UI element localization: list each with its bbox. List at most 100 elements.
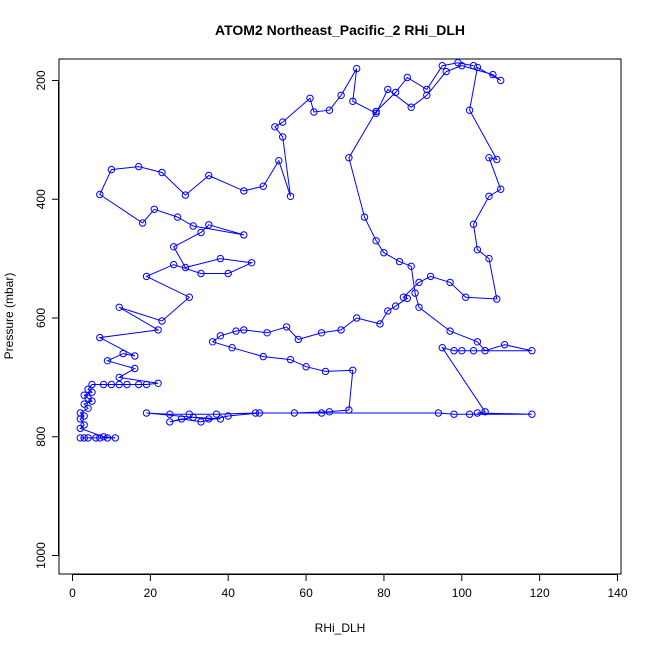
data-point [325, 408, 334, 416]
data-point [135, 380, 143, 389]
data-point [275, 157, 283, 165]
data-point [216, 254, 225, 263]
data-point [142, 380, 151, 389]
data-point [458, 347, 466, 355]
data-point [500, 341, 509, 349]
data-point [170, 260, 178, 269]
data-point [403, 294, 411, 303]
data-point [345, 406, 353, 414]
data-point [384, 307, 392, 315]
data-point [446, 278, 454, 287]
x-axis-label: RHi_DLH [315, 621, 366, 635]
data-point [306, 94, 314, 103]
data-point [135, 162, 143, 171]
data-point [325, 106, 334, 114]
data-point [294, 335, 302, 344]
data-point [426, 272, 435, 281]
data-point [107, 380, 116, 389]
data-point [286, 355, 295, 364]
data-point [131, 352, 139, 360]
data-point [205, 221, 213, 229]
data-point [123, 380, 131, 389]
data-point [170, 243, 178, 251]
data-point [240, 187, 248, 195]
data-point [415, 278, 423, 287]
data-point [528, 347, 536, 355]
data-point [337, 326, 345, 334]
data-point [442, 67, 450, 76]
data-point [99, 433, 108, 441]
data-point [465, 106, 474, 114]
data-point [240, 231, 248, 239]
data-point [391, 302, 400, 310]
data-point [205, 171, 213, 180]
data-point [166, 418, 174, 426]
data-point [353, 64, 361, 73]
data-point [337, 91, 345, 100]
x-tick-label: 120 [530, 586, 550, 600]
data-point [232, 327, 240, 335]
data-point [80, 434, 88, 442]
data-point [473, 338, 482, 346]
data-point [290, 409, 299, 417]
data-point [92, 434, 100, 442]
data-point [462, 293, 470, 301]
data-point [395, 257, 404, 266]
data-point [372, 107, 380, 116]
data-point [84, 385, 92, 393]
data-point [88, 380, 96, 389]
data-point [279, 118, 287, 126]
data-point [259, 352, 267, 361]
data-point [216, 332, 225, 340]
series-layer [76, 59, 536, 442]
x-tick-label: 20 [144, 586, 158, 600]
data-point [99, 380, 108, 389]
data-point [317, 329, 326, 337]
data-point [247, 259, 256, 267]
data-point [391, 88, 400, 97]
data-point [76, 434, 85, 442]
data-point [103, 357, 112, 365]
x-tick-label: 100 [452, 586, 472, 600]
data-point [197, 269, 205, 278]
data-point [84, 434, 92, 442]
data-point [321, 367, 330, 376]
y-tick-label: 800 [34, 426, 48, 446]
data-point [450, 410, 458, 418]
data-point [279, 133, 287, 141]
data-point [96, 190, 104, 199]
data-point [493, 295, 501, 303]
data-point [353, 314, 361, 322]
data-point [473, 63, 482, 72]
data-point [310, 108, 318, 116]
x-tick-label: 40 [222, 586, 236, 600]
data-point [271, 123, 279, 131]
data-point [497, 76, 505, 85]
data-point [528, 410, 536, 418]
data-point [119, 349, 127, 358]
data-point [450, 347, 458, 355]
data-point [111, 434, 120, 442]
y-tick-label: 400 [34, 189, 48, 209]
data-point [103, 434, 112, 442]
data-point [259, 182, 267, 190]
x-tick-label: 80 [377, 586, 391, 600]
data-point [138, 219, 147, 227]
data-point [263, 329, 271, 337]
data-point [205, 415, 213, 423]
data-point [407, 103, 415, 111]
data-point [142, 409, 151, 417]
chart-title: ATOM2 Northeast_Pacific_2 RHi_DLH [215, 22, 465, 38]
data-point [469, 220, 478, 228]
data-point [228, 344, 236, 352]
data-point [454, 59, 462, 67]
data-point [469, 347, 478, 355]
data-point [154, 326, 162, 334]
data-point [158, 168, 166, 177]
data-point [423, 85, 431, 94]
data-point [255, 409, 264, 417]
data-point [96, 434, 104, 442]
x-tick-label: 0 [69, 586, 76, 600]
y-tick-label: 200 [34, 70, 48, 90]
